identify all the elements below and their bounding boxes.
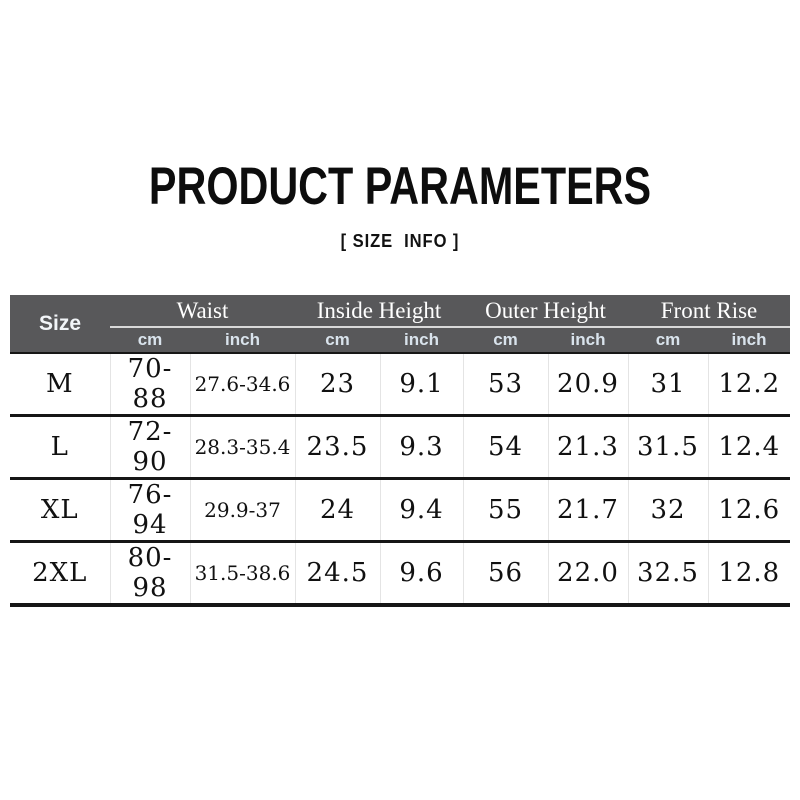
waist-cm-value: 72-90 xyxy=(109,414,190,479)
inside-height-cm-value: 24 xyxy=(294,477,380,542)
front-rise-inch-unit-header: inch xyxy=(708,327,791,353)
waist-cm-unit-header: cm xyxy=(110,327,190,353)
outer-height-inch-value: 22.0 xyxy=(547,540,628,605)
front-rise-cm-value: 32.5 xyxy=(627,540,708,605)
outer-height-inch-unit-header: inch xyxy=(548,327,628,353)
table-row: M 70-88 27.6-34.6 23 9.1 53 20.9 31 12.2 xyxy=(10,352,791,416)
page-subtitle: [ SIZE INFO ] xyxy=(340,231,460,251)
inside-height-inch-value: 9.4 xyxy=(379,477,463,542)
waist-inch-value: 27.6-34.6 xyxy=(189,352,295,416)
waist-cm-value: 76-94 xyxy=(109,477,190,542)
front-rise-cm-value: 31 xyxy=(627,352,708,416)
table-row: L 72-90 28.3-35.4 23.5 9.3 54 21.3 31.5 … xyxy=(10,414,791,479)
outer-height-inch-value: 21.7 xyxy=(547,477,628,542)
waist-inch-value: 31.5-38.6 xyxy=(189,540,295,605)
inside-height-cm-value: 23 xyxy=(294,352,380,416)
outer-height-inch-value: 20.9 xyxy=(547,352,628,416)
size-value: XL xyxy=(10,477,110,542)
waist-cm-value: 70-88 xyxy=(109,352,190,416)
inside-height-inch-value: 9.1 xyxy=(379,352,463,416)
waist-inch-value: 29.9-37 xyxy=(189,477,295,542)
inside-height-inch-unit-header: inch xyxy=(380,327,463,353)
front-rise-cm-value: 31.5 xyxy=(627,414,708,479)
front-rise-inch-value: 12.6 xyxy=(707,477,791,542)
outer-height-cm-unit-header: cm xyxy=(463,327,548,353)
size-column-header: Size xyxy=(10,295,110,353)
waist-inch-unit-header: inch xyxy=(190,327,295,353)
outer-height-cm-value: 54 xyxy=(462,414,548,479)
group-header-row: Size Waist Inside Height Outer Height Fr… xyxy=(10,295,791,353)
outer-height-cm-value: 56 xyxy=(462,540,548,605)
table-row: 2XL 80-98 31.5-38.6 24.5 9.6 56 22.0 32.… xyxy=(10,540,791,605)
waist-cm-value: 80-98 xyxy=(109,540,190,605)
inside-height-cm-value: 23.5 xyxy=(294,414,380,479)
inside-height-group-header: Inside Height xyxy=(295,295,463,328)
table-row: XL 76-94 29.9-37 24 9.4 55 21.7 32 12.6 xyxy=(10,477,791,542)
front-rise-inch-value: 12.4 xyxy=(707,414,791,479)
unit-header-row: cm inch cm inch cm inch cm inch xyxy=(10,327,791,353)
size-value: 2XL xyxy=(10,540,110,605)
front-rise-cm-unit-header: cm xyxy=(628,327,708,353)
outer-height-group-header: Outer Height xyxy=(463,295,628,328)
front-rise-cm-value: 32 xyxy=(627,477,708,542)
inside-height-cm-unit-header: cm xyxy=(295,327,380,353)
waist-group-header: Waist xyxy=(110,295,295,328)
page-title: PRODUCT PARAMETERS xyxy=(148,157,652,216)
outer-height-inch-value: 21.3 xyxy=(547,414,628,479)
inside-height-inch-value: 9.3 xyxy=(379,414,463,479)
waist-inch-value: 28.3-35.4 xyxy=(189,414,295,479)
table-header: Size Waist Inside Height Outer Height Fr… xyxy=(10,295,791,353)
front-rise-inch-value: 12.2 xyxy=(707,352,791,416)
front-rise-inch-value: 12.8 xyxy=(707,540,791,605)
inside-height-inch-value: 9.6 xyxy=(379,540,463,605)
outer-height-cm-value: 55 xyxy=(462,477,548,542)
size-value: M xyxy=(10,352,110,416)
size-value: L xyxy=(10,414,110,479)
front-rise-group-header: Front Rise xyxy=(628,295,791,328)
size-chart-table: Size Waist Inside Height Outer Height Fr… xyxy=(10,295,791,607)
inside-height-cm-value: 24.5 xyxy=(294,540,380,605)
outer-height-cm-value: 53 xyxy=(462,352,548,416)
table-body: M 70-88 27.6-34.6 23 9.1 53 20.9 31 12.2… xyxy=(10,352,791,605)
